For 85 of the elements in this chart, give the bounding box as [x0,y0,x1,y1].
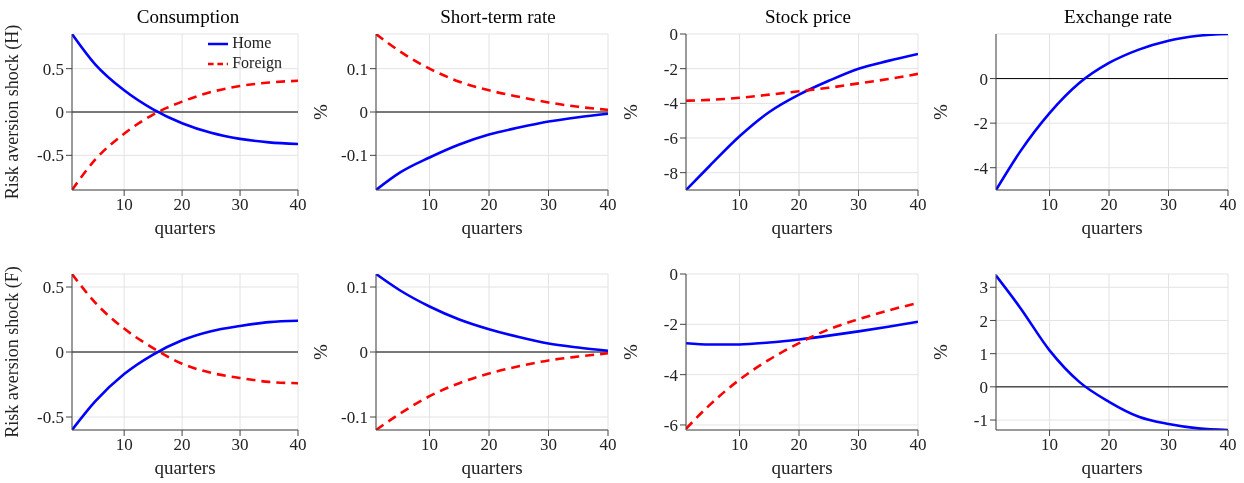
y-tick-label: 0.5 [42,278,64,298]
x-tick-label: 40 [1219,435,1237,455]
y-axis-title: % [309,103,331,120]
legend-label: Home [232,33,272,51]
y-axis-title: % [619,343,641,360]
y-tick-label: 2 [979,311,988,331]
y-tick-label: -4 [973,158,989,178]
y-tick-label: 0.1 [346,278,368,298]
y-tick-label: -1 [973,411,988,431]
y-tick-label: 0.1 [346,59,368,79]
y-tick-label: -8 [663,163,678,183]
x-tick-label: 40 [909,435,927,455]
chart-title: Stock price [764,6,851,27]
y-tick-label: 0 [669,25,678,45]
y-tick-label: -2 [973,114,988,134]
y-tick-label: -6 [663,129,678,149]
x-tick-label: 30 [540,195,558,215]
x-axis-title: quarters [461,217,523,238]
x-tick-label: 10 [421,435,439,455]
y-tick-label: 1 [979,344,988,364]
y-tick-label: 3 [979,278,988,298]
x-tick-label: 20 [790,195,808,215]
x-tick-label: 10 [1041,435,1059,455]
chart-title: Consumption [136,6,240,27]
x-tick-label: 40 [1219,195,1237,215]
y-tick-label: -2 [663,59,678,79]
y-tick-label: 0 [359,343,368,363]
x-axis-title: quarters [1081,457,1143,478]
x-tick-label: 10 [421,195,439,215]
x-tick-label: 30 [1160,435,1178,455]
x-tick-label: 20 [173,195,191,215]
y-tick-label: 0 [979,377,988,397]
y-tick-label: -4 [663,365,679,385]
x-tick-label: 40 [909,195,927,215]
x-tick-label: 30 [540,435,558,455]
x-tick-label: 30 [850,195,868,215]
y-tick-label: -2 [663,315,678,335]
y-axis-title: % [309,343,331,360]
y-tick-label: 0.5 [42,59,64,79]
x-tick-label: 40 [599,195,617,215]
x-axis-title: quarters [1081,217,1143,238]
legend-label: Foreign [232,53,282,71]
x-tick-label: 30 [231,195,249,215]
y-tick-label: -0.1 [341,408,368,428]
chart-title: Short-term rate [439,5,557,28]
x-tick-label: 20 [480,435,498,455]
x-tick-label: 20 [1100,195,1118,215]
x-tick-label: 20 [173,435,191,455]
x-axis-title: quarters [461,457,523,478]
line-series [686,72,918,103]
y-tick-label: 0 [55,103,64,123]
x-axis-title: quarters [154,217,216,238]
y-tick-label: 0 [669,265,678,285]
y-tick-label: -4 [663,94,679,114]
y-axis-title: % [929,343,951,360]
y-tick-label: -0.5 [37,408,64,428]
x-axis-title: quarters [771,217,833,238]
x-tick-label: 30 [231,435,249,455]
x-tick-label: 10 [1041,195,1059,215]
x-tick-label: 10 [731,435,749,455]
x-tick-label: 40 [599,435,617,455]
line-series [686,320,918,346]
chart-title: Exchange rate [1062,5,1174,28]
y-axis-title: % [619,103,641,120]
x-tick-label: 30 [850,435,868,455]
x-tick-label: 10 [115,195,133,215]
x-tick-label: 40 [289,435,307,455]
y-tick-label: 0 [55,343,64,363]
x-tick-label: 10 [115,435,133,455]
x-tick-label: 20 [1100,435,1118,455]
y-tick-label: 0 [359,103,368,123]
x-tick-label: 30 [1160,195,1178,215]
y-axis-title: Risk aversion shock (H) [2,24,24,200]
y-tick-label: -0.5 [37,146,64,166]
y-tick-label: -0.1 [341,146,368,166]
y-tick-label: 0 [979,69,988,89]
y-tick-label: -6 [663,416,678,435]
x-tick-label: 40 [289,195,307,215]
y-axis-title: % [929,103,951,120]
x-tick-label: 20 [480,195,498,215]
x-tick-label: 20 [790,435,808,455]
x-tick-label: 10 [731,195,749,215]
x-axis-title: quarters [154,457,216,478]
x-axis-title: quarters [771,457,833,478]
y-axis-title: Risk aversion shock (F) [2,266,24,438]
